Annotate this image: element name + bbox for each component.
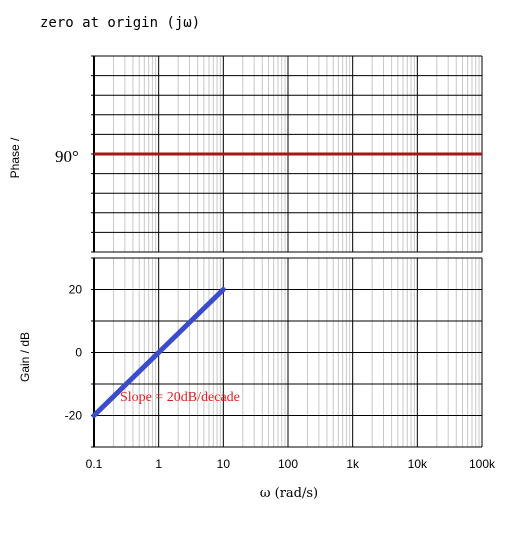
gain-axis-label: Gain / dB [18, 332, 32, 382]
gain-line [91, 287, 226, 418]
phase-90-label: 90° [55, 147, 79, 166]
gain-y-tick-label: 0 [75, 346, 82, 360]
chart-title: zero at origin (jω) [40, 15, 200, 31]
phase-axis-label: Phase / [8, 137, 22, 178]
gain-y-tick-label: -20 [65, 409, 83, 423]
x-tick-label: 0.1 [86, 457, 103, 471]
gain-y-tick-label: 20 [69, 283, 83, 297]
x-tick-label: 100 [278, 457, 298, 471]
x-tick-label: 1 [155, 457, 162, 471]
x-tick-label: 1k [346, 457, 360, 471]
slope-annotation: Slope = 20dB/decade [120, 390, 240, 405]
x-tick-label: 10 [217, 457, 231, 471]
gain-panel-grid [91, 257, 483, 448]
x-tick-label: 100k [469, 457, 496, 471]
x-tick-label: 10k [408, 457, 428, 471]
x-axis-label: ω (rad/s) [260, 486, 318, 501]
